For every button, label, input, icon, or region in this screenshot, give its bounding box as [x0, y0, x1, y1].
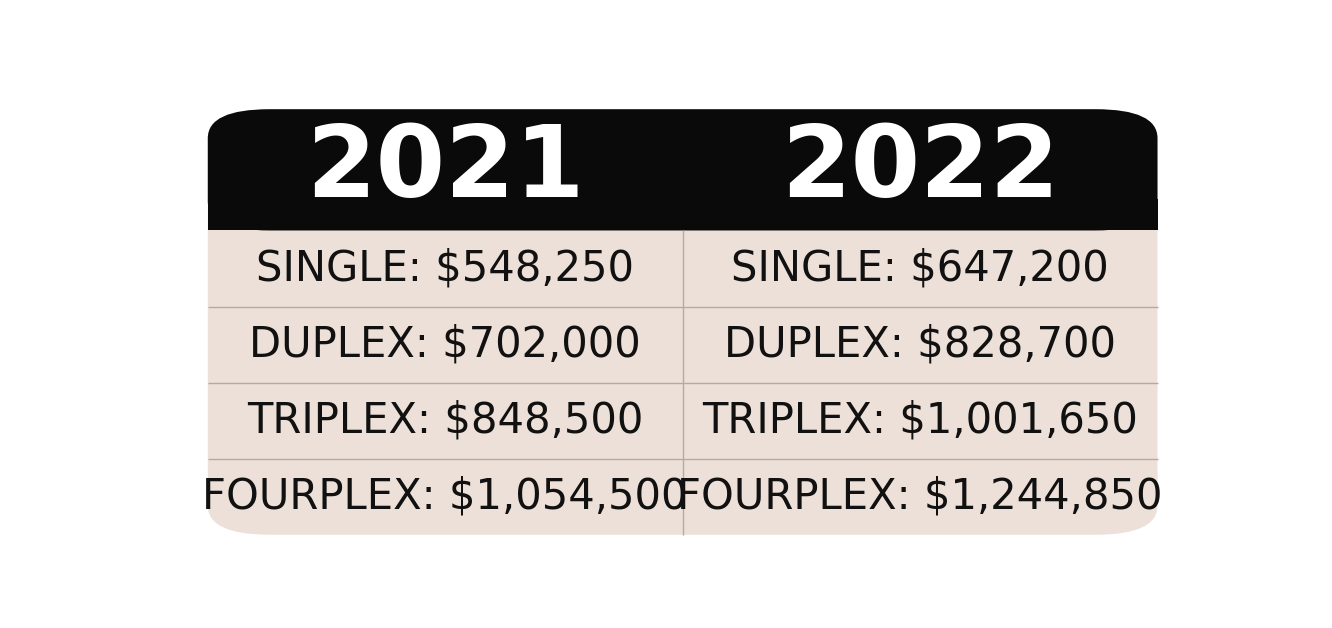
Text: DUPLEX: $702,000: DUPLEX: $702,000: [249, 323, 641, 365]
Text: SINGLE: $647,200: SINGLE: $647,200: [731, 247, 1110, 290]
Text: 2021: 2021: [306, 121, 585, 219]
Text: FOURPLEX: $1,054,500: FOURPLEX: $1,054,500: [202, 476, 687, 517]
FancyBboxPatch shape: [208, 109, 1158, 230]
FancyBboxPatch shape: [208, 109, 1158, 535]
Text: FOURPLEX: $1,244,850: FOURPLEX: $1,244,850: [678, 476, 1163, 517]
Text: SINGLE: $548,250: SINGLE: $548,250: [256, 247, 634, 290]
Text: 2022: 2022: [781, 121, 1059, 219]
Text: TRIPLEX: $848,500: TRIPLEX: $848,500: [246, 399, 643, 441]
Text: TRIPLEX: $1,001,650: TRIPLEX: $1,001,650: [702, 399, 1138, 441]
Bar: [208, 199, 1158, 230]
Text: DUPLEX: $828,700: DUPLEX: $828,700: [725, 323, 1116, 365]
